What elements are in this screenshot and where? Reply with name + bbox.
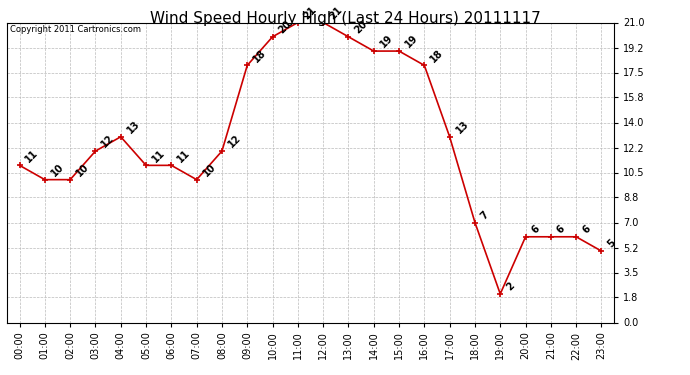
Text: 21: 21: [302, 4, 319, 21]
Text: 7: 7: [479, 209, 491, 221]
Text: 18: 18: [251, 47, 268, 64]
Text: Wind Speed Hourly High (Last 24 Hours) 20111117: Wind Speed Hourly High (Last 24 Hours) 2…: [150, 11, 540, 26]
Text: 13: 13: [454, 119, 471, 135]
Text: 11: 11: [150, 147, 167, 164]
Text: 20: 20: [277, 19, 293, 35]
Text: 11: 11: [175, 147, 192, 164]
Text: 6: 6: [580, 224, 592, 236]
Text: 12: 12: [226, 133, 243, 150]
Text: Copyright 2011 Cartronics.com: Copyright 2011 Cartronics.com: [10, 26, 141, 34]
Text: 2: 2: [504, 281, 516, 292]
Text: 18: 18: [428, 47, 445, 64]
Text: 10: 10: [49, 162, 66, 178]
Text: 10: 10: [75, 162, 91, 178]
Text: 6: 6: [530, 224, 542, 236]
Text: 13: 13: [125, 119, 141, 135]
Text: 12: 12: [99, 133, 116, 150]
Text: 10: 10: [201, 162, 217, 178]
Text: 19: 19: [403, 33, 420, 50]
Text: 6: 6: [555, 224, 567, 236]
Text: 21: 21: [327, 4, 344, 21]
Text: 19: 19: [378, 33, 395, 50]
Text: 20: 20: [353, 19, 369, 35]
Text: 5: 5: [606, 238, 618, 250]
Text: 11: 11: [23, 147, 40, 164]
